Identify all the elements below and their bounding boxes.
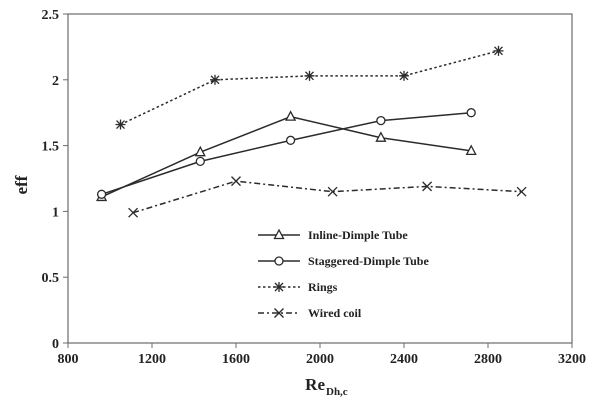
- series-2: [96, 108, 476, 199]
- data-point-triangle: [194, 145, 206, 157]
- series-layer: [96, 45, 527, 218]
- series-3: [115, 45, 504, 130]
- data-point-triangle: [273, 228, 285, 240]
- legend-label: Wired coil: [308, 306, 362, 320]
- series-line: [101, 115, 472, 198]
- data-point-circle: [376, 115, 386, 126]
- data-point-asterisk: [304, 70, 315, 81]
- data-point-triangle: [375, 131, 387, 142]
- x-tick-label: 2000: [306, 352, 334, 367]
- axis-ticks: 800 1200 1600 2000 2400 2800 3200 0 0.5 1 1.5 2 2.5: [42, 8, 587, 367]
- series-4: [128, 176, 527, 218]
- data-point-x: [327, 186, 338, 197]
- data-point-circle: [274, 256, 284, 266]
- y-axis-title: eff: [12, 175, 31, 194]
- data-point-asterisk: [210, 74, 220, 85]
- legend-item: Staggered-Dimple Tube: [258, 254, 429, 268]
- data-point-x: [422, 181, 433, 192]
- data-point-circle: [195, 156, 205, 167]
- y-tick-label: 0.5: [42, 271, 60, 286]
- legend: Inline-Dimple Tube Staggered-Dimple Tube R…: [258, 228, 429, 320]
- data-point-x: [516, 186, 527, 197]
- x-tick-label: 1600: [222, 352, 250, 367]
- y-tick-label: 1: [52, 205, 59, 220]
- series-line: [101, 111, 472, 196]
- series-line: [132, 180, 522, 214]
- y-tick-label: 1.5: [42, 140, 60, 155]
- x-tick-label: 3200: [558, 352, 586, 367]
- y-tick-label: 2: [52, 74, 59, 89]
- data-point-x: [231, 176, 241, 187]
- data-point-triangle: [285, 110, 297, 121]
- data-point-circle: [285, 135, 296, 145]
- x-tick-label: 800: [58, 352, 79, 367]
- x-tick-label: 2400: [390, 352, 418, 367]
- series-line: [120, 50, 499, 126]
- data-point-circle: [466, 108, 476, 118]
- legend-label: Staggered-Dimple Tube: [308, 254, 429, 268]
- data-point-x: [128, 207, 139, 218]
- legend-label: Rings: [308, 280, 338, 294]
- legend-item: Rings: [258, 280, 338, 294]
- x-tick-label: 2800: [474, 352, 502, 367]
- legend-item: Wired coil: [258, 306, 362, 320]
- y-tick-label: 0: [52, 337, 59, 352]
- legend-label: Inline-Dimple Tube: [308, 228, 408, 242]
- x-axis-title-subscript: Dh,c: [326, 386, 348, 398]
- y-tick-label: 2.5: [42, 8, 60, 23]
- data-point-asterisk: [493, 45, 504, 56]
- data-point-asterisk: [115, 119, 126, 130]
- legend-item: Inline-Dimple Tube: [258, 228, 408, 242]
- data-point-x: [274, 308, 284, 318]
- data-point-triangle: [465, 144, 477, 156]
- x-tick-label: 1200: [138, 352, 166, 367]
- data-point-asterisk: [399, 70, 409, 81]
- x-axis-title: Re: [305, 375, 325, 394]
- data-point-asterisk: [274, 282, 284, 292]
- data-point-circle: [96, 189, 107, 199]
